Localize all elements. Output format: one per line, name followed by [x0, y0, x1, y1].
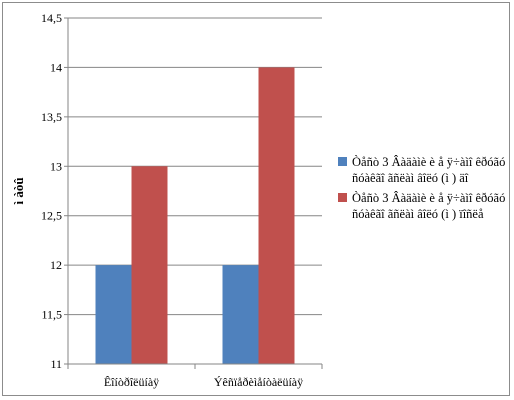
y-tick-label: 14,5 [41, 11, 62, 25]
legend-swatch-1 [338, 157, 347, 166]
y-tick-label: 13,5 [41, 110, 62, 124]
legend-label-2: Òåñò 3 Âàäàìè è å ÿ÷àìî êðóãó ñóàêãî ãñëà… [352, 191, 505, 221]
y-tick-label: 12 [50, 258, 62, 272]
bar-1-1 [95, 265, 132, 364]
legend-label-1: Òåñò 3 Âàäàìè è å ÿ÷àìî êðóãó ñóàêãî ãñëà… [352, 155, 505, 185]
y-tick-label: 12,5 [41, 209, 62, 223]
y-tick-label: 11,5 [41, 308, 62, 322]
bar-2-2 [258, 67, 295, 364]
y-axis-ticks: 11 11,5 12 12,5 13 13,5 14 14,5 [41, 11, 68, 371]
x-tick-label: Ýêñïåðèìåíòàëüíàÿ [214, 375, 303, 389]
bar-2-1 [131, 166, 168, 364]
bar-1-2 [222, 265, 259, 364]
x-tick-label: Êîíòðîëüíàÿ [104, 375, 159, 389]
bars [95, 67, 295, 364]
y-axis-label: ì àòû [11, 177, 26, 205]
y-tick-label: 11 [50, 357, 62, 371]
y-tick-label: 14 [50, 60, 62, 74]
legend-swatch-2 [338, 193, 347, 202]
legend: Òåñò 3 Âàäàìè è å ÿ÷àìî êðóãó ñóàêãî ãñëà… [338, 155, 505, 221]
y-tick-label: 13 [50, 159, 62, 173]
x-axis-ticks: Êîíòðîëüíàÿ Ýêñïåðèìåíòàëüíàÿ [67, 364, 323, 389]
